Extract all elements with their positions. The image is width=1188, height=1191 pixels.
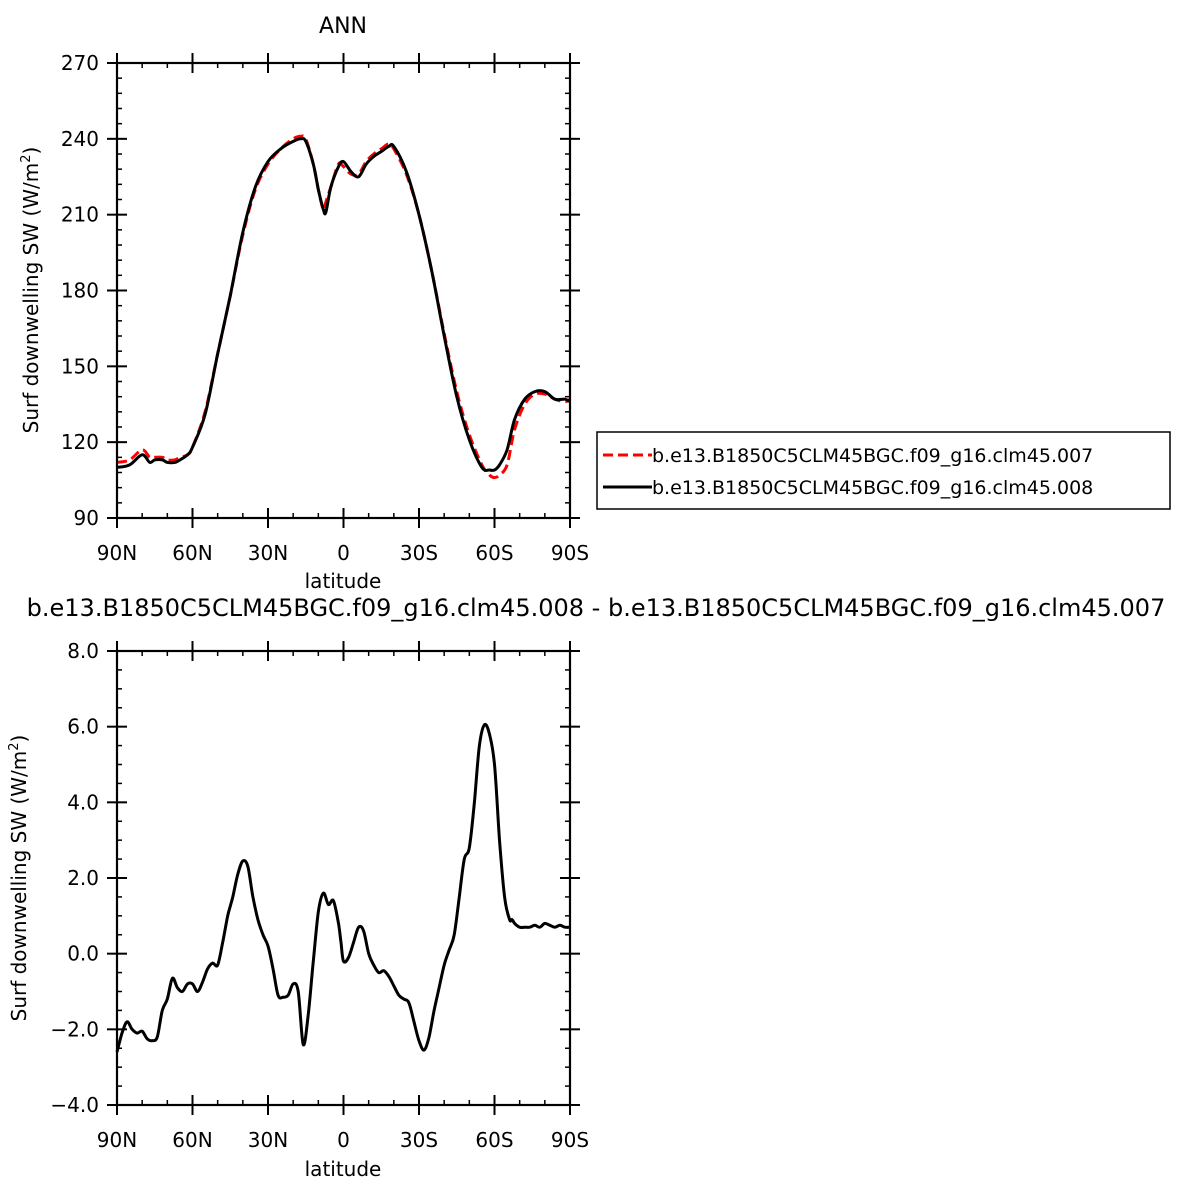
bottom-series-group	[115, 722, 571, 1053]
bottom-x-tick-labels: 90N 60N 30N 0 30S 60S 90S	[97, 1128, 589, 1152]
top-y-axis-label-tail: )	[19, 147, 43, 155]
top-xtick-label: 0	[337, 541, 350, 565]
top-xtick-label: 30S	[400, 541, 438, 565]
top-xtick-label: 30N	[248, 541, 288, 565]
bottom-xtick-label: 60N	[172, 1128, 212, 1152]
top-y-axis-label: Surf downwelling SW (W/m2)	[19, 147, 43, 434]
top-ytick-label: 120	[61, 430, 99, 454]
bottom-y-tick-labels: −4.0 −2.0 0.0 2.0 4.0 6.0 8.0	[50, 639, 99, 1117]
bottom-axis-ticks	[107, 641, 580, 1115]
top-ytick-label: 90	[74, 506, 99, 530]
top-x-axis-label: latitude	[305, 569, 382, 593]
top-ytick-label: 240	[61, 127, 99, 151]
top-ytick-label: 270	[61, 51, 99, 75]
bottom-ytick-label: 0.0	[67, 942, 99, 966]
bottom-ytick-label: 2.0	[67, 866, 99, 890]
top-y-tick-labels: 90 120 150 180 210 240 270	[61, 51, 99, 530]
top-chart-title: ANN	[319, 14, 367, 39]
top-x-tick-labels: 90N 60N 30N 0 30S 60S 90S	[97, 541, 589, 565]
bottom-y-axis-label-sup: 2	[7, 742, 22, 750]
bottom-xtick-label: 90S	[551, 1128, 589, 1152]
bottom-ytick-label: 6.0	[67, 715, 99, 739]
bottom-ytick-label: −4.0	[50, 1093, 99, 1117]
top-xtick-label: 60S	[475, 541, 513, 565]
bottom-series-line-0	[115, 722, 571, 1053]
top-xtick-label: 90N	[97, 541, 137, 565]
top-plot-frame	[115, 61, 572, 520]
bottom-xtick-label: 60S	[475, 1128, 513, 1152]
bottom-y-axis-label: Surf downwelling SW (W/m2)	[7, 735, 31, 1022]
top-series-group	[116, 134, 571, 480]
bottom-ytick-label: 4.0	[67, 790, 99, 814]
bottom-xtick-label: 30N	[248, 1128, 288, 1152]
bottom-y-axis-label-main: Surf downwelling SW (W/m	[7, 751, 31, 1022]
bottom-xtick-label: 90N	[97, 1128, 137, 1152]
bottom-ytick-label: 8.0	[67, 639, 99, 663]
top-series-line-0	[116, 134, 571, 480]
bottom-plot-frame	[115, 649, 572, 1107]
top-y-axis-label-sup: 2	[19, 154, 34, 162]
legend-label-008: b.e13.B1850C5CLM45BGC.f09_g16.clm45.008	[652, 477, 1093, 499]
top-ytick-label: 180	[61, 279, 99, 303]
bottom-xtick-label: 30S	[400, 1128, 438, 1152]
legend-box	[596, 431, 1171, 510]
top-xtick-label: 90S	[551, 541, 589, 565]
bottom-chart-title: b.e13.B1850C5CLM45BGC.f09_g16.clm45.008 …	[27, 594, 1166, 622]
top-xtick-label: 60N	[172, 541, 212, 565]
bottom-xtick-label: 0	[337, 1128, 350, 1152]
bottom-x-axis-label: latitude	[305, 1157, 382, 1181]
top-panel: ANN 90 120 150 180 210 240 270 90N 60N 30N 0 30S 60…	[19, 14, 589, 593]
top-ytick-label: 150	[61, 354, 99, 378]
top-y-axis-label-main: Surf downwelling SW (W/m	[19, 163, 43, 434]
legend-label-007: b.e13.B1850C5CLM45BGC.f09_g16.clm45.007	[652, 445, 1093, 467]
top-ytick-label: 210	[61, 203, 99, 227]
bottom-panel: b.e13.B1850C5CLM45BGC.f09_g16.clm45.008 …	[7, 594, 1165, 1181]
top-series-line-1	[116, 136, 571, 472]
legend: b.e13.B1850C5CLM45BGC.f09_g16.clm45.007 …	[596, 431, 1171, 510]
bottom-y-axis-label-tail: )	[7, 735, 31, 743]
bottom-ytick-label: −2.0	[50, 1017, 99, 1041]
